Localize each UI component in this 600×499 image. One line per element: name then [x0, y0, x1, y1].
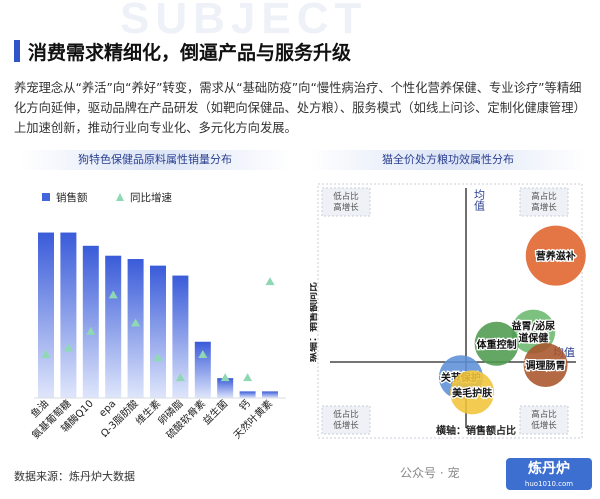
- bubble: [511, 309, 556, 354]
- quadrant-label: 低增长: [333, 420, 359, 431]
- bar: [262, 391, 278, 398]
- growth-marker: [63, 343, 73, 352]
- brand-text: 公众号 · 宠: [400, 466, 460, 480]
- y-average-label: 均值: [473, 189, 486, 212]
- x-axis-title: 横轴：销售额占比: [436, 424, 516, 437]
- legend-bar-label: 销售额: [56, 191, 88, 204]
- growth-marker: [198, 349, 208, 358]
- quadrant-label: 高增长: [531, 202, 557, 213]
- brand-logo-sub: huo1010.com: [524, 480, 574, 488]
- growth-marker: [108, 290, 118, 299]
- data-source: 数据来源：炼丹炉大数据: [14, 470, 135, 483]
- x-tick-label: 钙: [236, 397, 252, 413]
- quadrant-label: 低占比: [333, 191, 359, 202]
- quadrant-frame: [317, 183, 583, 439]
- bubble-label: 调理肠胃: [526, 359, 566, 372]
- bubble-label: 益胃/泌尿: [511, 320, 555, 333]
- brand-logo-text: 炼丹炉: [528, 461, 570, 477]
- bar: [38, 232, 54, 398]
- bar: [194, 341, 211, 398]
- growth-marker: [86, 326, 96, 335]
- bubble-label: 营养滋补: [536, 250, 576, 263]
- quadrant-box-top_right: [519, 187, 569, 217]
- quadrant-label: 低占比: [333, 409, 359, 420]
- y-axis-title: 纵轴：销售额同比: [310, 282, 319, 362]
- scatter-chart-title: 猫全价处方粮功效属性分布: [310, 150, 586, 170]
- growth-marker: [265, 277, 275, 286]
- bubble: [474, 321, 519, 366]
- quadrant-box-bottom_right: [519, 405, 569, 435]
- growth-marker: [220, 373, 230, 382]
- x-tick-label: 天然叶黄素: [231, 397, 276, 442]
- x-tick-label: 益生菌: [200, 397, 230, 427]
- bar: [127, 259, 144, 398]
- legend-marker-swatch: [116, 193, 124, 201]
- bubble: [525, 225, 586, 286]
- growth-marker: [153, 353, 163, 362]
- bubble-label: 美毛护肤: [452, 386, 493, 399]
- quadrant-label: 高占比: [531, 409, 557, 420]
- growth-marker: [243, 373, 253, 382]
- page-description: 养宠理念从“养活”向“养好”转变，需求从“基础防疫”向“慢性病治疗、个性化营养保…: [14, 81, 586, 135]
- bar: [150, 265, 166, 398]
- bar: [172, 275, 189, 398]
- title-accent-bar: [14, 40, 20, 62]
- bubble-label: 道保健: [518, 332, 548, 345]
- bar: [105, 255, 122, 398]
- bar: [82, 245, 99, 398]
- bar-chart-title: 狗特色保健品原料属性销量分布: [20, 150, 290, 170]
- bubble: [523, 343, 568, 388]
- bar: [239, 391, 256, 398]
- background-watermark: SUBJECT: [120, 0, 368, 43]
- page-title: 消费需求精细化，倒逼产品与服务升级: [28, 42, 352, 64]
- quadrant-label: 高增长: [333, 202, 359, 213]
- quadrant-box-bottom_left: [321, 405, 371, 435]
- brand-logo: 炼丹炉 huo1010.com: [506, 458, 592, 490]
- quadrant-label: 低增长: [531, 420, 557, 431]
- bar: [217, 378, 234, 398]
- quadrant-box-top_left: [321, 187, 371, 217]
- bar: [60, 232, 77, 398]
- legend-bar-swatch: [42, 193, 50, 201]
- growth-marker: [175, 373, 185, 382]
- legend-marker-label: 同比增速: [130, 191, 172, 204]
- growth-marker: [131, 318, 141, 327]
- growth-marker: [41, 349, 51, 358]
- quadrant-label: 高占比: [531, 191, 557, 202]
- bubble: [450, 370, 495, 415]
- bubble-label: 体重控制: [477, 338, 517, 351]
